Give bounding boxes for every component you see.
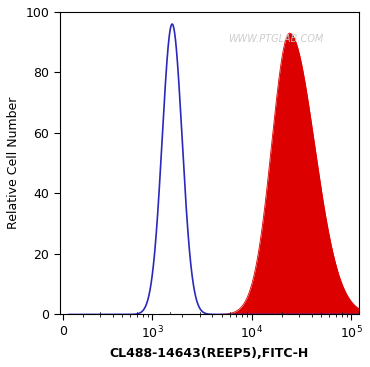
Text: WWW.PTGLAB.COM: WWW.PTGLAB.COM	[228, 34, 323, 44]
X-axis label: CL488-14643(REEP5),FITC-H: CL488-14643(REEP5),FITC-H	[110, 347, 309, 360]
Y-axis label: Relative Cell Number: Relative Cell Number	[7, 97, 20, 229]
